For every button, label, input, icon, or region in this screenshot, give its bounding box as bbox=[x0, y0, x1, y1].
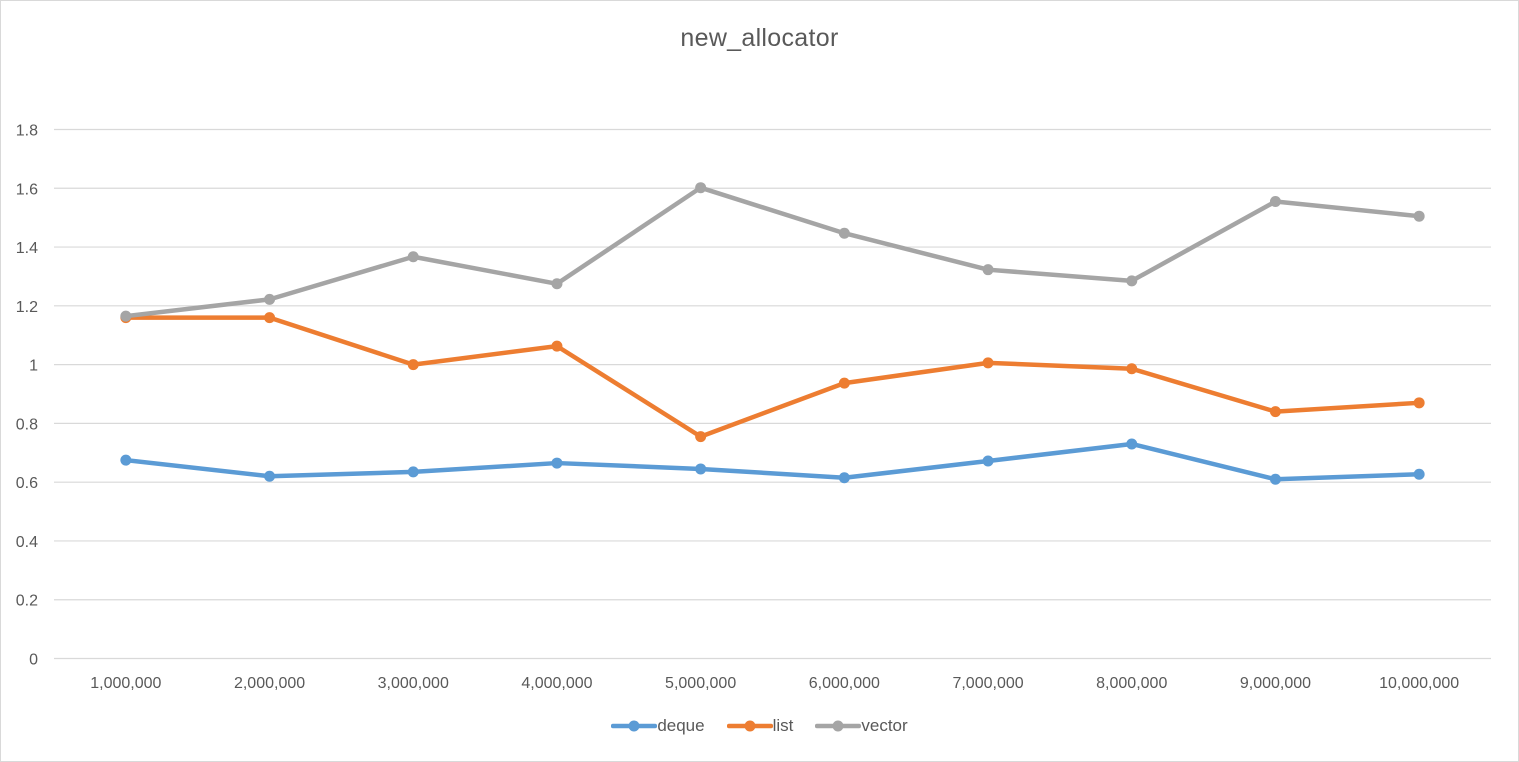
series-vector bbox=[120, 182, 1425, 322]
series-line-list bbox=[123, 315, 1422, 439]
series-line-deque bbox=[123, 441, 1422, 482]
x-tick-label: 8,000,000 bbox=[1096, 675, 1167, 692]
x-tick-label: 3,000,000 bbox=[378, 675, 449, 692]
data-point-deque bbox=[838, 472, 850, 484]
y-tick-label: 1.4 bbox=[16, 240, 38, 257]
x-tick-label: 2,000,000 bbox=[234, 675, 305, 692]
y-tick-label: 0.4 bbox=[16, 534, 38, 551]
y-tick-label: 1.6 bbox=[16, 181, 38, 198]
data-point-deque bbox=[407, 466, 419, 478]
x-tick-label: 7,000,000 bbox=[952, 675, 1023, 692]
data-point-list bbox=[551, 340, 563, 352]
y-tick-label: 0.6 bbox=[16, 475, 38, 492]
legend: deque list vector bbox=[0, 716, 1519, 736]
legend-item-deque: deque bbox=[611, 716, 705, 736]
data-point-deque bbox=[264, 470, 276, 482]
y-tick-label: 1.2 bbox=[16, 299, 38, 316]
gridlines bbox=[54, 128, 1491, 660]
x-tick-label: 1,000,000 bbox=[90, 675, 161, 692]
y-tick-label: 0.2 bbox=[16, 593, 38, 610]
data-point-vector bbox=[838, 227, 850, 239]
data-point-list bbox=[407, 359, 419, 371]
legend-label: deque bbox=[657, 716, 705, 735]
data-point-deque bbox=[1413, 468, 1425, 480]
data-point-list bbox=[838, 377, 850, 389]
data-point-vector bbox=[407, 251, 419, 263]
legend-item-vector: vector bbox=[815, 716, 908, 736]
data-point-list bbox=[1126, 363, 1138, 375]
data-point-list bbox=[1413, 397, 1425, 409]
data-point-vector bbox=[1126, 275, 1138, 287]
data-point-vector bbox=[264, 293, 276, 305]
x-tick-label: 5,000,000 bbox=[665, 675, 736, 692]
data-point-list bbox=[695, 431, 707, 443]
y-tick-label: 1.8 bbox=[16, 123, 38, 140]
data-point-deque bbox=[1269, 473, 1281, 485]
legend-marker-list bbox=[726, 720, 773, 732]
data-point-vector bbox=[551, 278, 563, 290]
x-tick-label: 6,000,000 bbox=[809, 675, 880, 692]
data-point-deque bbox=[982, 455, 994, 467]
data-point-list bbox=[264, 312, 276, 324]
data-point-vector bbox=[1269, 196, 1281, 208]
x-tick-label: 10,000,000 bbox=[1379, 675, 1459, 692]
data-point-deque bbox=[551, 457, 563, 469]
y-tick-label: 1 bbox=[29, 358, 38, 375]
data-point-vector bbox=[120, 310, 132, 322]
x-tick-label: 9,000,000 bbox=[1240, 675, 1311, 692]
chart-title: new_allocator bbox=[680, 24, 839, 52]
data-point-vector bbox=[1413, 210, 1425, 222]
data-point-deque bbox=[1126, 438, 1138, 450]
data-point-vector bbox=[982, 264, 994, 276]
series-line-vector bbox=[123, 185, 1422, 319]
y-tick-label: 0.8 bbox=[16, 416, 38, 433]
data-point-deque bbox=[120, 454, 132, 466]
data-point-list bbox=[982, 357, 994, 369]
legend-label: vector bbox=[861, 716, 908, 735]
series-deque bbox=[120, 438, 1425, 485]
series-list bbox=[120, 312, 1425, 443]
legend-marker-vector bbox=[815, 720, 862, 732]
legend-label: list bbox=[772, 716, 794, 735]
y-tick-label: 0 bbox=[29, 652, 38, 669]
data-point-list bbox=[1269, 406, 1281, 418]
legend-marker-deque bbox=[611, 720, 658, 732]
data-point-vector bbox=[695, 182, 707, 194]
legend-item-list: list bbox=[726, 716, 794, 736]
x-tick-label: 4,000,000 bbox=[521, 675, 592, 692]
data-point-deque bbox=[695, 463, 707, 475]
